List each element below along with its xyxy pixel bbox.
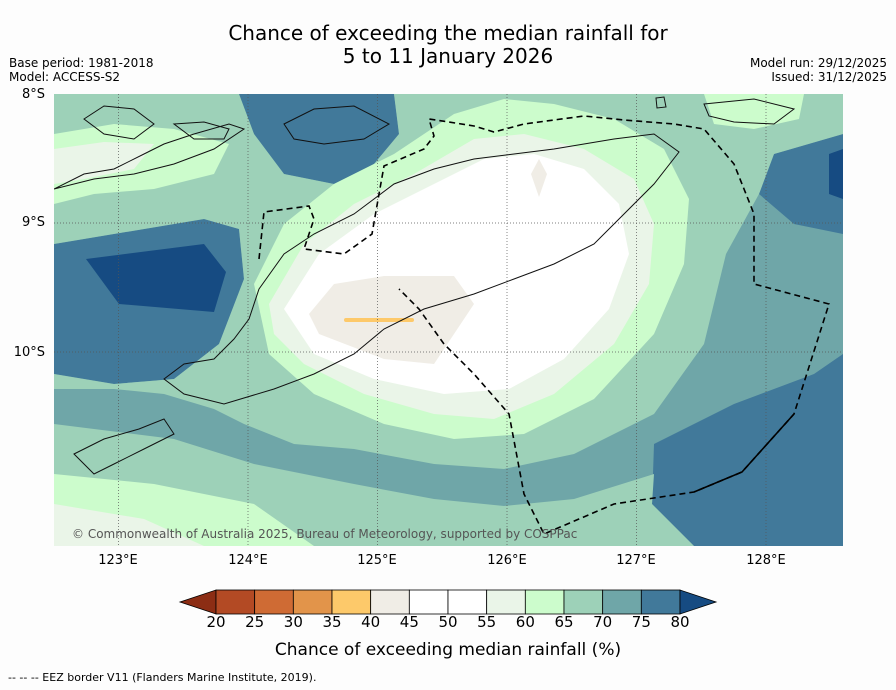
colorbar-title: Chance of exceeding median rainfall (%) bbox=[274, 640, 622, 660]
colorbar-segment bbox=[408, 589, 449, 615]
lon-label-127e: 127°E bbox=[616, 553, 656, 568]
issued-date: Issued: 31/12/2025 bbox=[771, 70, 887, 84]
colorbar-segment bbox=[640, 589, 681, 615]
colorbar bbox=[178, 589, 718, 615]
contour-75-80-east bbox=[759, 134, 843, 234]
colorbar-segment bbox=[331, 589, 372, 615]
colorbar-segment bbox=[254, 589, 294, 615]
colorbar-tick-label: 45 bbox=[399, 613, 419, 631]
model-run: Model run: 29/12/2025 bbox=[749, 56, 887, 70]
colorbar-tick-label: 75 bbox=[631, 613, 651, 631]
colorbar-segment bbox=[370, 589, 410, 615]
colorbar-segment bbox=[563, 589, 604, 615]
colorbar-tick-label: 25 bbox=[245, 613, 265, 631]
lon-label-124e: 124°E bbox=[228, 553, 268, 568]
colorbar-tick-label: 40 bbox=[361, 613, 381, 631]
lat-label-10s: 10°S bbox=[13, 345, 45, 360]
colorbar-tick-label: 60 bbox=[515, 613, 535, 631]
contour-75-80-north bbox=[239, 94, 399, 184]
colorbar-segment bbox=[447, 589, 488, 615]
lat-label-8s: 8°S bbox=[21, 87, 45, 102]
colorbar-tick-label: 30 bbox=[283, 613, 303, 631]
colorbar-segment bbox=[215, 589, 256, 615]
lon-label-128e: 128°E bbox=[746, 553, 786, 568]
colorbar-segment bbox=[486, 589, 526, 615]
colorbar-tick-label: 35 bbox=[322, 613, 342, 631]
map-title-line2: 5 to 11 January 2026 bbox=[342, 44, 554, 68]
contour-40-45-north bbox=[531, 159, 547, 197]
colorbar-tick-label: 80 bbox=[670, 613, 690, 631]
contour-55-60-northwest bbox=[54, 142, 154, 184]
contour-80-west bbox=[86, 244, 226, 312]
rainfall-map: © Commonwealth of Australia 2025, Bureau… bbox=[54, 94, 843, 546]
copyright-text: © Commonwealth of Australia 2025, Bureau… bbox=[72, 527, 577, 541]
map-canvas: © Commonwealth of Australia 2025, Bureau… bbox=[54, 94, 843, 546]
colorbar-tick-label: 20 bbox=[206, 613, 226, 631]
lat-label-9s: 9°S bbox=[21, 215, 45, 230]
map-title-line1: Chance of exceeding the median rainfall … bbox=[228, 21, 668, 45]
contour-75-80-southeast bbox=[652, 354, 843, 546]
lon-label-126e: 126°E bbox=[487, 553, 527, 568]
contour-55-60-south bbox=[54, 504, 204, 546]
colorbar-tick-label: 65 bbox=[554, 613, 574, 631]
colorbar-segment bbox=[292, 589, 333, 615]
lon-label-123e: 123°E bbox=[98, 553, 138, 568]
contour-80-east bbox=[829, 149, 843, 199]
contour-35-40 bbox=[344, 318, 414, 322]
colorbar-extend-high bbox=[679, 589, 718, 615]
colorbar-extend-low bbox=[178, 589, 217, 615]
eez-border bbox=[258, 115, 831, 536]
eez-legend-note: -- -- -- EEZ border V11 (Flanders Marine… bbox=[8, 671, 317, 684]
coastlines bbox=[54, 96, 796, 475]
base-period: Base period: 1981-2018 bbox=[9, 56, 154, 70]
colorbar-segment bbox=[602, 589, 642, 615]
model-name: Model: ACCESS-S2 bbox=[9, 70, 121, 84]
eez-border-solid bbox=[693, 413, 795, 493]
colorbar-tick-label: 55 bbox=[477, 613, 497, 631]
colorbar-tick-label: 70 bbox=[593, 613, 613, 631]
colorbar-tick-label: 50 bbox=[438, 613, 458, 631]
colorbar-segment bbox=[524, 589, 565, 615]
lon-label-125e: 125°E bbox=[357, 553, 397, 568]
